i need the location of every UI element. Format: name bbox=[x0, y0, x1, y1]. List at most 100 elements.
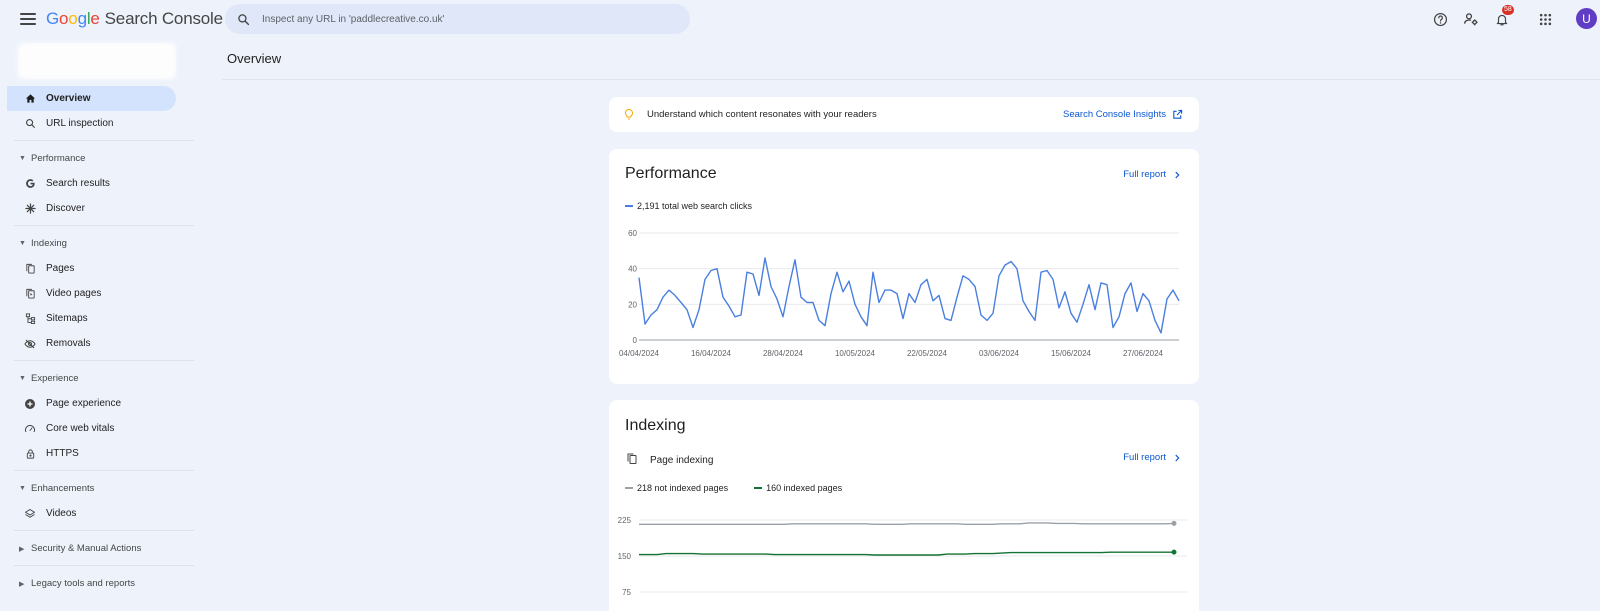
sidebar-item-core-web-vitals[interactable]: Core web vitals bbox=[7, 416, 176, 441]
sidebar-item-https[interactable]: HTTPS bbox=[7, 441, 176, 466]
google-apps-icon[interactable] bbox=[1535, 9, 1555, 29]
sidebar-item-discover[interactable]: Discover bbox=[7, 196, 176, 221]
indexed-legend-label[interactable]: 160 indexed pages bbox=[766, 483, 843, 493]
not-indexed-series-line bbox=[639, 522, 1175, 525]
logo-letter: g bbox=[77, 9, 87, 28]
sidebar-item-label: Pages bbox=[46, 263, 75, 274]
sidebar-item-url-inspection[interactable]: URL inspection bbox=[7, 111, 176, 136]
page-title: Overview bbox=[227, 51, 282, 66]
sidebar-section-performance[interactable]: ▼ Performance bbox=[7, 146, 197, 171]
performance-title: Performance bbox=[625, 165, 717, 182]
sidebar-item-label: Videos bbox=[46, 508, 77, 519]
sidebar-item-page-experience[interactable]: Page experience bbox=[7, 391, 176, 416]
sidebar-item-videos[interactable]: Videos bbox=[7, 501, 176, 526]
main-menu-button[interactable] bbox=[20, 11, 36, 27]
sidebar-section-label: Enhancements bbox=[31, 483, 95, 494]
sidebar-section-indexing[interactable]: ▼ Indexing bbox=[7, 231, 197, 256]
external-link-icon bbox=[1173, 109, 1183, 119]
sidebar-section-label: Performance bbox=[31, 153, 86, 164]
search-icon bbox=[238, 13, 250, 25]
sidebar-section-security[interactable]: ▶ Security & Manual Actions bbox=[7, 536, 197, 561]
notification-badge: 58 bbox=[1502, 5, 1514, 15]
sidebar-item-label: Discover bbox=[46, 203, 85, 214]
full-report-label: Full report bbox=[1123, 452, 1166, 463]
pages-icon bbox=[626, 452, 638, 468]
chevron-down-icon: ▼ bbox=[19, 155, 26, 162]
lock-icon bbox=[24, 448, 36, 460]
url-inspection-input[interactable] bbox=[262, 13, 662, 25]
video-pages-icon bbox=[24, 288, 36, 300]
property-selector[interactable] bbox=[18, 43, 176, 79]
sidebar-item-removals[interactable]: Removals bbox=[7, 331, 176, 356]
sidebar-divider bbox=[14, 530, 194, 531]
sidebar-item-label: Video pages bbox=[46, 288, 102, 299]
x-tick-label: 27/06/2024 bbox=[1123, 349, 1164, 358]
x-tick-label: 10/05/2024 bbox=[835, 349, 876, 358]
sidebar-item-overview[interactable]: Overview bbox=[7, 86, 176, 111]
x-tick-label: 03/06/2024 bbox=[979, 349, 1020, 358]
search-console-logo[interactable]: Google Search Console bbox=[46, 9, 223, 29]
sidebar-item-sitemaps[interactable]: Sitemaps bbox=[7, 306, 176, 331]
sitemap-icon bbox=[24, 313, 36, 325]
chevron-down-icon: ▼ bbox=[19, 240, 26, 247]
indexing-legend: 218 not indexed pages 160 indexed pages bbox=[625, 483, 842, 493]
indexed-series-line bbox=[639, 551, 1174, 556]
not-indexed-series-end-point bbox=[1171, 520, 1177, 526]
logo-letter: G bbox=[46, 9, 60, 28]
sidebar-section-legacy-tools[interactable]: ▶ Legacy tools and reports bbox=[7, 571, 197, 596]
page-indexing-row: Page indexing bbox=[626, 452, 713, 468]
y-tick-label: 225 bbox=[618, 516, 632, 525]
clicks-legend-label: 2,191 total web search clicks bbox=[637, 201, 753, 211]
sidebar-section-label: Experience bbox=[31, 373, 79, 384]
x-tick-label: 16/04/2024 bbox=[691, 349, 732, 358]
google-g-icon bbox=[24, 178, 36, 190]
sidebar-divider bbox=[14, 470, 194, 471]
chevron-right-icon bbox=[1175, 171, 1180, 178]
indexing-chart[interactable]: 75 150 225 bbox=[609, 500, 1199, 610]
user-settings-icon[interactable] bbox=[1461, 9, 1481, 29]
clicks-legend-swatch bbox=[625, 205, 633, 207]
sidebar-item-pages[interactable]: Pages bbox=[7, 256, 176, 281]
y-tick-label: 60 bbox=[628, 229, 637, 238]
help-icon[interactable] bbox=[1430, 9, 1450, 29]
logo-letter: e bbox=[90, 9, 100, 28]
indexing-full-report-link[interactable]: Full report bbox=[1123, 452, 1182, 463]
sidebar-item-label: HTTPS bbox=[46, 448, 79, 459]
sidebar-section-enhancements[interactable]: ▼ Enhancements bbox=[7, 476, 197, 501]
y-tick-label: 20 bbox=[628, 300, 637, 309]
sidebar-item-search-results[interactable]: Search results bbox=[7, 171, 176, 196]
not-indexed-legend-swatch bbox=[625, 487, 633, 489]
y-tick-label: 75 bbox=[622, 588, 631, 597]
page-indexing-label: Page indexing bbox=[650, 454, 714, 466]
x-tick-label: 28/04/2024 bbox=[763, 349, 804, 358]
search-console-insights-link[interactable]: Search Console Insights bbox=[1063, 109, 1183, 120]
account-avatar[interactable]: U bbox=[1576, 8, 1597, 29]
indexing-title: Indexing bbox=[625, 417, 686, 434]
sidebar-section-experience[interactable]: ▼ Experience bbox=[7, 366, 197, 391]
chevron-right-icon: ▶ bbox=[19, 545, 25, 553]
notifications-bell-icon[interactable]: 58 bbox=[1492, 5, 1514, 29]
chevron-down-icon: ▼ bbox=[19, 375, 26, 382]
clicks-series-line bbox=[638, 257, 1180, 334]
url-inspection-search[interactable] bbox=[225, 4, 690, 34]
performance-full-report-link[interactable]: Full report bbox=[1123, 169, 1182, 180]
sidebar-divider bbox=[14, 140, 194, 141]
indexed-legend-swatch bbox=[754, 487, 763, 489]
lightbulb-icon bbox=[625, 108, 633, 120]
sidebar-divider bbox=[14, 565, 194, 566]
sidebar-section-label: Legacy tools and reports bbox=[31, 578, 136, 589]
insights-banner: Understand which content resonates with … bbox=[609, 97, 1199, 132]
performance-card: Performance Full report 2,191 total web … bbox=[609, 149, 1199, 384]
title-divider bbox=[222, 79, 1600, 80]
chevron-down-icon: ▼ bbox=[19, 485, 26, 492]
performance-chart[interactable]: 0 20 40 60 04/04/2024 16/04/2024 28/04/2024 10/… bbox=[609, 221, 1199, 381]
not-indexed-legend-label[interactable]: 218 not indexed pages bbox=[637, 483, 729, 493]
sidebar-item-label: Removals bbox=[46, 338, 91, 349]
x-tick-label: 04/04/2024 bbox=[619, 349, 660, 358]
sidebar-item-video-pages[interactable]: Video pages bbox=[7, 281, 176, 306]
indexed-series-end-point bbox=[1171, 549, 1177, 555]
plus-circle-icon bbox=[24, 398, 36, 410]
clicks-legend[interactable]: 2,191 total web search clicks bbox=[625, 201, 752, 211]
sidebar-item-label: URL inspection bbox=[46, 118, 114, 129]
